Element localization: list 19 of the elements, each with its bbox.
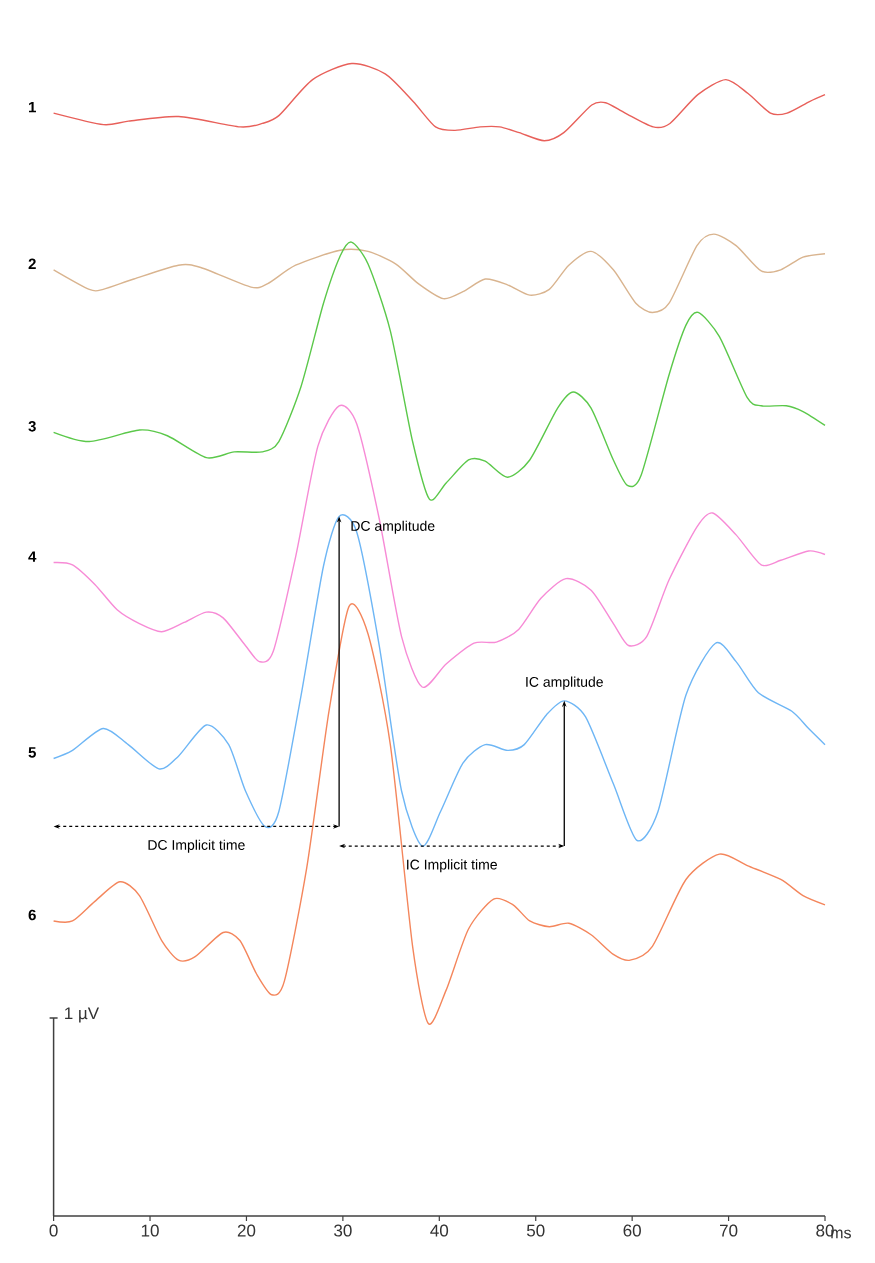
series-label: 3 [28, 420, 36, 432]
series-label: 4 [28, 551, 37, 562]
annotation: 1 µV [65, 1007, 100, 1023]
annotation: DC Implicit time [148, 839, 245, 853]
series-label: 5 [28, 747, 36, 758]
series-label: 2 [28, 258, 36, 270]
x-tick-label: 0 [49, 1224, 58, 1237]
x-tick-label: 10 [141, 1224, 159, 1237]
x-tick-label: 20 [237, 1224, 256, 1237]
annotation: DC amplitude [351, 520, 435, 534]
annotation: IC amplitude [526, 676, 603, 690]
x-tick-label: 40 [430, 1224, 449, 1237]
x-tick-label: 50 [526, 1224, 545, 1237]
series-label: 6 [28, 909, 36, 921]
x-tick-label: 30 [334, 1224, 352, 1237]
series-label: 1 [29, 101, 36, 113]
annotation: IC Implicit time [407, 859, 497, 873]
x-tick-label: 70 [720, 1224, 738, 1237]
x-tick-label: 60 [623, 1224, 641, 1237]
